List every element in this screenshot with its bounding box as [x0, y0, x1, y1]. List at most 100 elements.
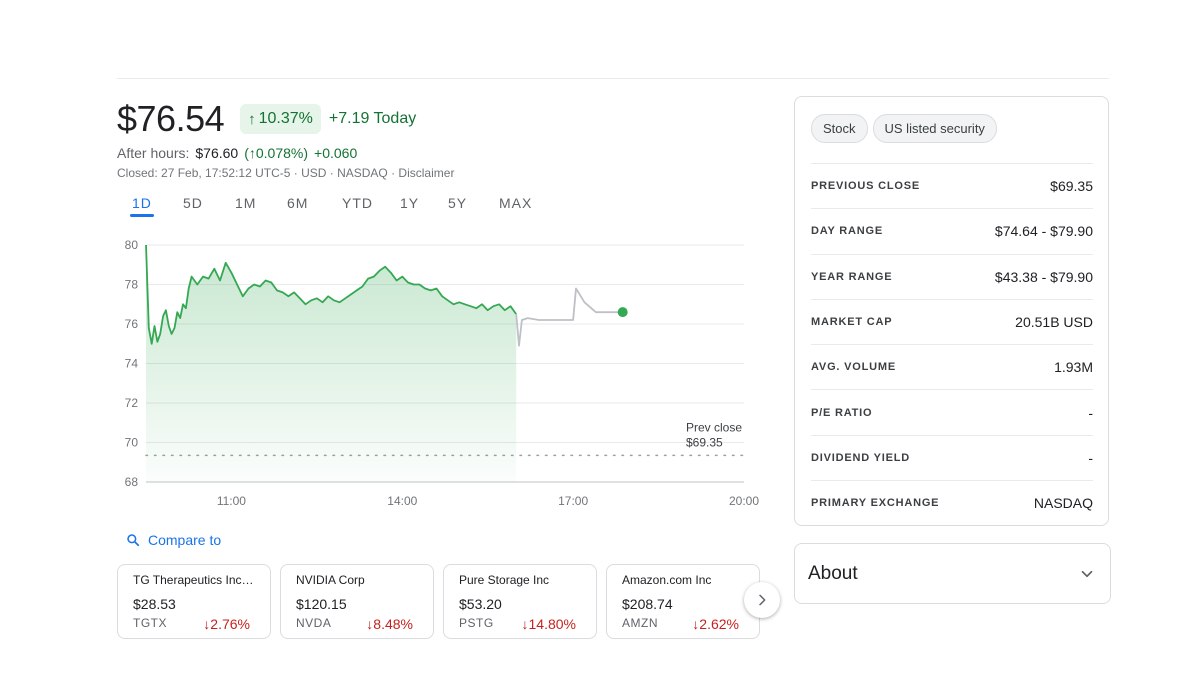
stat-value: 20.51B USD	[1015, 314, 1093, 331]
change-percent-badge: ↑ 10.37%	[240, 104, 321, 134]
stat-label: PRIMARY EXCHANGE	[811, 497, 940, 510]
card-company-name: Amazon.com Inc	[622, 573, 712, 587]
next-cards-button[interactable]	[744, 582, 780, 618]
change-percent: 10.37%	[258, 110, 313, 127]
chevron-right-icon	[759, 594, 766, 606]
price-chart[interactable]: 68 70 72 74 76 78 80 11:00 14:00 17:00 20:00 Prev c…	[110, 232, 770, 522]
card-price: $208.74	[622, 596, 673, 612]
about-section[interactable]: About	[794, 543, 1111, 604]
stat-row-day-range: DAY RANGE $74.64 - $79.90	[811, 208, 1093, 253]
card-ticker: PSTG	[459, 616, 494, 630]
y-tick-label: 80	[125, 238, 139, 252]
chip-stock[interactable]: Stock	[811, 114, 868, 143]
card-footer: AMZN ↓2.62%	[622, 616, 739, 632]
compare-to-link[interactable]: Compare to	[126, 532, 221, 548]
key-stats-panel: Stock US listed security PREVIOUS CLOSE $6…	[794, 96, 1109, 526]
price-line	[145, 244, 517, 345]
stat-value: $74.64 - $79.90	[994, 223, 1093, 240]
range-tab-5y[interactable]: 5Y	[448, 195, 468, 211]
range-tab-6m[interactable]: 6M	[287, 195, 309, 211]
after-hours-line: After hours: $76.60 (↑0.078%) +0.060	[117, 145, 357, 161]
range-tab-5d[interactable]: 5D	[183, 195, 203, 211]
card-footer: TGTX ↓2.76%	[133, 616, 250, 632]
x-tick-label: 11:00	[217, 494, 246, 508]
y-tick-label: 74	[125, 357, 139, 371]
stat-value: $43.38 - $79.90	[994, 268, 1093, 285]
stat-label: PREVIOUS CLOSE	[811, 180, 920, 193]
card-change: ↓2.62%	[692, 616, 739, 632]
top-divider	[117, 78, 1109, 79]
y-tick-label: 76	[125, 317, 139, 331]
card-change: ↓14.80%	[521, 616, 576, 632]
price-chart-svg[interactable]: 68 70 72 74 76 78 80 11:00 14:00 17:00 20:00 Prev c…	[110, 232, 770, 522]
key-stats-list: PREVIOUS CLOSE $69.35 DAY RANGE $74.64 - $7…	[811, 163, 1093, 525]
chevron-down-icon	[1081, 570, 1093, 577]
after-hours-price: $76.60	[195, 145, 239, 161]
stat-label: DAY RANGE	[811, 225, 883, 238]
stat-value: -	[1088, 449, 1093, 466]
stat-value: 1.93M	[1054, 359, 1093, 376]
card-footer: NVDA ↓8.48%	[296, 616, 413, 632]
range-tab-1d[interactable]: 1D	[130, 195, 154, 217]
card-change: ↓2.76%	[203, 616, 250, 632]
after-hours-label: After hours:	[117, 145, 190, 161]
stat-row-previous-close: PREVIOUS CLOSE $69.35	[811, 163, 1093, 208]
compare-card-tgtx[interactable]: TG Therapeutics Inc co... $28.53 TGTX ↓2.76…	[117, 564, 271, 639]
card-price: $53.20	[459, 596, 502, 612]
card-footer: PSTG ↓14.80%	[459, 616, 576, 632]
stat-row-avg-volume: AVG. VOLUME 1.93M	[811, 344, 1093, 389]
card-ticker: NVDA	[296, 616, 332, 630]
stat-value: -	[1088, 404, 1093, 421]
about-title: About	[808, 562, 858, 584]
price-header: $76.54 ↑ 10.37% +7.19 Today	[117, 98, 416, 140]
compare-to-label: Compare to	[148, 532, 222, 548]
chip-us-listed-security[interactable]: US listed security	[872, 114, 997, 143]
stat-label: MARKET CAP	[811, 316, 893, 329]
range-tabs: 1D 5D 1M 6M YTD 1Y 5Y MAX	[124, 195, 544, 219]
x-tick-label: 17:00	[558, 494, 588, 508]
current-price-dot	[617, 307, 628, 318]
stat-value: $69.35	[1050, 178, 1093, 195]
after-hours-change: +0.060	[314, 145, 358, 161]
y-tick-label: 72	[125, 396, 139, 410]
prev-close-label: Prev close	[686, 420, 742, 434]
card-price: $28.53	[133, 596, 176, 612]
compare-card-pstg[interactable]: Pure Storage Inc $53.20 PSTG ↓14.80%	[443, 564, 597, 639]
stat-row-primary-exchange: PRIMARY EXCHANGE NASDAQ	[811, 480, 1093, 525]
y-tick-label: 78	[125, 278, 139, 292]
card-company-name: TG Therapeutics Inc co...	[133, 573, 255, 587]
up-arrow-icon: ↑	[248, 110, 256, 128]
compare-card-nvda[interactable]: NVIDIA Corp $120.15 NVDA ↓8.48%	[280, 564, 434, 639]
range-tab-1m[interactable]: 1M	[235, 195, 257, 211]
compare-card-amzn[interactable]: Amazon.com Inc $208.74 AMZN ↓2.62%	[606, 564, 760, 639]
card-price: $120.15	[296, 596, 347, 612]
range-tab-1y[interactable]: 1Y	[400, 195, 420, 211]
after-hours-line	[515, 287, 623, 347]
stat-row-p-e-ratio: P/E RATIO -	[811, 389, 1093, 434]
card-company-name: NVIDIA Corp	[296, 573, 365, 587]
stat-label: AVG. VOLUME	[811, 361, 896, 374]
card-company-name: Pure Storage Inc	[459, 573, 550, 587]
stat-label: DIVIDEND YIELD	[811, 451, 911, 464]
x-tick-label: 20:00	[729, 494, 759, 508]
change-today: +7.19 Today	[328, 110, 417, 127]
security-type-chips: Stock US listed security	[811, 114, 997, 143]
card-change: ↓8.48%	[366, 616, 413, 632]
prev-close-value: $69.35	[686, 435, 723, 449]
search-icon	[127, 534, 140, 547]
card-ticker: AMZN	[622, 616, 658, 630]
card-ticker: TGTX	[133, 616, 167, 630]
market-status-line: Closed: 27 Feb, 17:52:12 UTC-5 · USD · N…	[117, 166, 455, 180]
stat-row-market-cap: MARKET CAP 20.51B USD	[811, 298, 1093, 344]
stat-value: NASDAQ	[1033, 495, 1093, 512]
stat-row-year-range: YEAR RANGE $43.38 - $79.90	[811, 253, 1093, 299]
price-area-fill	[146, 245, 517, 482]
compare-cards: TG Therapeutics Inc co... $28.53 TGTX ↓2.76…	[117, 564, 760, 639]
y-tick-label: 68	[125, 475, 139, 489]
range-tab-ytd[interactable]: YTD	[342, 195, 373, 211]
stat-label: P/E RATIO	[811, 406, 873, 419]
range-tab-max[interactable]: MAX	[499, 195, 533, 211]
after-hours-percent: (↑0.078%)	[244, 145, 309, 161]
current-price: $76.54	[117, 98, 225, 139]
stat-row-dividend-yield: DIVIDEND YIELD -	[811, 434, 1093, 480]
